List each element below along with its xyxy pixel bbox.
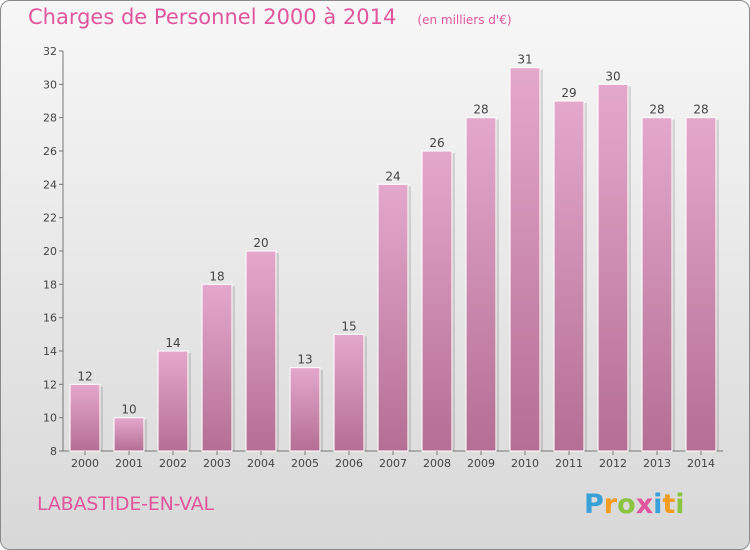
logo-letter: P [584, 489, 604, 520]
x-tick-label: 2009 [467, 457, 495, 470]
y-tick-label: 20 [43, 245, 57, 258]
x-tick-label: 2002 [159, 457, 187, 470]
x-tick-label: 2010 [511, 457, 539, 470]
data-label: 24 [385, 169, 400, 183]
bar [333, 333, 365, 452]
x-tick-label: 2006 [335, 457, 363, 470]
logo-letter: r [603, 489, 618, 520]
y-tick-label: 10 [43, 412, 57, 425]
data-label: 13 [297, 353, 312, 367]
data-label: 26 [429, 136, 444, 150]
y-tick-label: 26 [43, 145, 57, 158]
x-tick-label: 2000 [71, 457, 99, 470]
y-tick-label: 32 [43, 45, 57, 58]
data-label: 18 [209, 269, 224, 283]
y-tick-label: 28 [43, 112, 57, 125]
x-tick-label: 2008 [423, 457, 451, 470]
bar [113, 417, 145, 452]
data-label: 30 [605, 69, 620, 83]
bar [509, 67, 541, 452]
logo-letter: x [635, 489, 654, 520]
x-tick-label: 2014 [687, 457, 715, 470]
bar [553, 100, 585, 452]
y-tick-label: 12 [43, 378, 57, 391]
data-label: 12 [77, 369, 92, 383]
data-label: 28 [693, 103, 708, 117]
y-tick-label: 14 [43, 345, 57, 358]
x-tick-label: 2011 [555, 457, 583, 470]
x-tick-label: 2012 [599, 457, 627, 470]
data-label: 20 [253, 236, 268, 250]
y-tick-label: 24 [43, 178, 57, 191]
bar [465, 117, 497, 452]
y-tick-label: 16 [43, 312, 57, 325]
y-tick-label: 8 [50, 445, 57, 458]
x-tick-label: 2004 [247, 457, 275, 470]
bar [421, 150, 453, 452]
data-label: 15 [341, 319, 356, 333]
x-tick-label: 2003 [203, 457, 231, 470]
logo-letter: i [675, 489, 685, 520]
data-label: 28 [473, 103, 488, 117]
data-label: 29 [561, 86, 576, 100]
logo-letter: o [617, 489, 636, 520]
bar [641, 117, 673, 452]
y-tick-label: 30 [43, 78, 57, 91]
bar [201, 283, 233, 452]
data-label: 28 [649, 103, 664, 117]
data-label: 31 [517, 53, 532, 67]
title-row: Charges de Personnel 2000 à 2014 (en mil… [28, 5, 512, 29]
x-tick-label: 2001 [115, 457, 143, 470]
x-tick-label: 2007 [379, 457, 407, 470]
chart-title: Charges de Personnel 2000 à 2014 [28, 5, 397, 29]
x-tick-label: 2005 [291, 457, 319, 470]
data-label: 14 [165, 336, 180, 350]
bar [157, 350, 189, 452]
logo-letter: t [662, 489, 676, 520]
proxiti-logo: Proxiti [584, 489, 685, 520]
data-label: 10 [121, 403, 136, 417]
x-tick-label: 2013 [643, 457, 671, 470]
bar [597, 83, 629, 452]
commune-name: LABASTIDE-EN-VAL [37, 493, 214, 515]
bar [289, 367, 321, 452]
y-tick-label: 18 [43, 278, 57, 291]
logo-letter: i [653, 489, 663, 520]
bar [245, 250, 277, 452]
bar [69, 383, 101, 452]
y-tick-label: 22 [43, 212, 57, 225]
bar [685, 117, 717, 452]
bar [377, 183, 409, 452]
chart-subtitle: (en milliers d'€) [417, 13, 512, 27]
